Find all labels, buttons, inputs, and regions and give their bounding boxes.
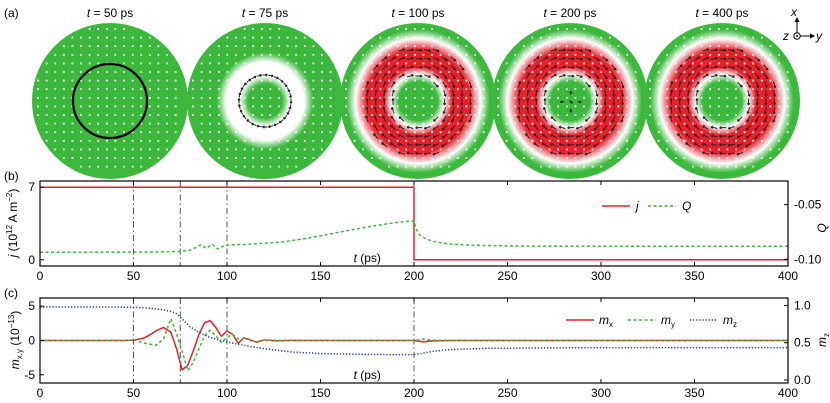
y-right-tick-label: 1.0 bbox=[794, 298, 811, 312]
spin-arrows bbox=[517, 48, 625, 156]
snapshot-title-3: t = 200 ps bbox=[543, 6, 596, 20]
panel-c-label: (c) bbox=[4, 286, 18, 300]
snapshot-disk-1 bbox=[187, 23, 343, 179]
series-m-y bbox=[40, 317, 788, 372]
spin-dot-grid bbox=[192, 28, 332, 168]
y-left-tick-label: 0 bbox=[28, 334, 35, 348]
magnetization-disk bbox=[187, 23, 343, 179]
x-tick-label-350: 350 bbox=[684, 269, 704, 283]
magnetization-disk bbox=[644, 23, 800, 179]
spin-dot-grid bbox=[37, 28, 177, 168]
x-tick-label-350: 350 bbox=[684, 386, 704, 400]
x-tick-label-50: 50 bbox=[127, 269, 141, 283]
axes-orientation-icon: x y z bbox=[782, 5, 823, 43]
y-left-tick-label: 5 bbox=[28, 299, 35, 313]
snapshot-disk-2 bbox=[340, 23, 496, 179]
x-axis-label: t (ps) bbox=[354, 368, 381, 382]
spin-dot-grid bbox=[345, 28, 485, 168]
panel-b: (b) 0 50 100 150 200 250 300 350 400 t (ps) 0 7 -0.0… bbox=[4, 169, 829, 283]
snapshot-disk-0 bbox=[32, 23, 188, 179]
y-right-tick-label: -0.05 bbox=[794, 198, 822, 212]
spin-arrows bbox=[365, 48, 473, 156]
x-tick-label-150: 150 bbox=[310, 269, 330, 283]
spin-arrows bbox=[669, 48, 777, 156]
series-Q bbox=[40, 220, 788, 253]
x-axis-label: x bbox=[790, 5, 798, 19]
y-left-axis-label: j (1012 A m−2) bbox=[5, 189, 20, 260]
x-tick-label-200: 200 bbox=[404, 269, 424, 283]
z-axis-dot bbox=[796, 35, 798, 37]
y-right-tick-label: 0.5 bbox=[794, 336, 811, 350]
x-tick-label-100: 100 bbox=[217, 386, 237, 400]
snapshot-title-4: t = 400 ps bbox=[695, 6, 748, 20]
legend-label-q: Q bbox=[682, 199, 691, 213]
x-tick-label-400: 400 bbox=[778, 386, 798, 400]
snapshot-disks bbox=[32, 23, 800, 179]
panel-b-label: (b) bbox=[4, 169, 19, 183]
legend-label-j: j bbox=[634, 199, 639, 213]
y-right-axis-label: Q bbox=[815, 223, 829, 232]
x-tick-label-100: 100 bbox=[217, 269, 237, 283]
y-left-tick-label: -5 bbox=[24, 368, 35, 382]
legend-label-m-y: my bbox=[661, 313, 675, 329]
legend: mx my mz bbox=[566, 313, 737, 329]
x-axis-label: t (ps) bbox=[354, 251, 381, 265]
y-left-tick-label: 0 bbox=[28, 253, 35, 267]
snapshot-title-0: t = 50 ps bbox=[87, 6, 133, 20]
series-j bbox=[40, 186, 788, 261]
snapshot-title-1: t = 75 ps bbox=[242, 6, 288, 20]
y-axis-label: y bbox=[815, 29, 823, 43]
x-tick-label-250: 250 bbox=[497, 269, 517, 283]
legend-label-m-x: mx bbox=[599, 313, 613, 329]
magnetization-disk bbox=[340, 23, 496, 179]
y-left-tick-label: 7 bbox=[28, 180, 35, 194]
x-tick-label-0: 0 bbox=[37, 386, 44, 400]
y-right-tick-label: -0.10 bbox=[794, 252, 822, 266]
y-right-tick-label: 0.0 bbox=[794, 373, 811, 387]
panel-a-label: (a) bbox=[4, 6, 19, 20]
y-left-axis-label: mx,y (10−13) bbox=[7, 311, 24, 370]
skyrmion-outline bbox=[71, 62, 149, 140]
x-tick-label-0: 0 bbox=[37, 269, 44, 283]
x-tick-label-150: 150 bbox=[310, 386, 330, 400]
z-axis-label: z bbox=[782, 29, 789, 43]
series-m-z bbox=[40, 306, 788, 356]
snapshot-title-2: t = 100 ps bbox=[391, 6, 444, 20]
x-arrowhead bbox=[794, 17, 800, 22]
x-tick-label-250: 250 bbox=[497, 386, 517, 400]
x-tick-label-200: 200 bbox=[404, 386, 424, 400]
spin-arrows bbox=[237, 73, 293, 129]
spin-dot-grid bbox=[497, 28, 637, 168]
x-tick-label-300: 300 bbox=[591, 269, 611, 283]
x-tick-label-300: 300 bbox=[591, 386, 611, 400]
y-right-axis-label: mz bbox=[815, 333, 830, 347]
magnetization-disk bbox=[32, 23, 188, 179]
legend-label-m-z: mz bbox=[723, 313, 737, 329]
snapshot-disk-3 bbox=[492, 23, 648, 179]
panel-a: (a) t = 50 ps t = 75 ps t = 100 ps t = 200 … bbox=[4, 5, 823, 179]
y-arrowhead bbox=[810, 33, 815, 39]
x-tick-label-400: 400 bbox=[778, 269, 798, 283]
snapshot-disk-4 bbox=[644, 23, 800, 179]
spin-dot-grid bbox=[649, 28, 789, 168]
x-tick-label-50: 50 bbox=[127, 386, 141, 400]
snapshot-titles: t = 50 ps t = 75 ps t = 100 ps t = 200 ps t … bbox=[87, 6, 749, 20]
